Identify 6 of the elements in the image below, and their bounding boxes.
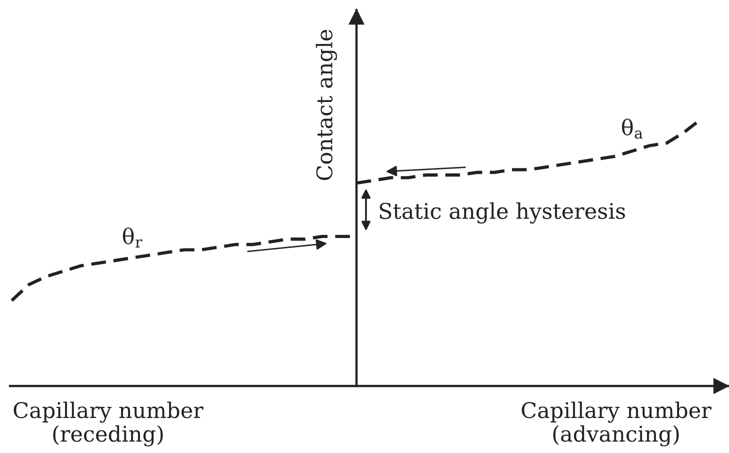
text: Capillary number (receding)	[14, 402, 204, 446]
series-label: θ$_{a}$	[622, 118, 643, 139]
series-label: θ$_{r}$	[122, 228, 142, 248]
annotation: Static angle hysteresis	[380, 202, 625, 224]
y-axis-title: Contact angle	[316, 30, 337, 180]
text: Capillary number (advancing)	[522, 402, 712, 446]
